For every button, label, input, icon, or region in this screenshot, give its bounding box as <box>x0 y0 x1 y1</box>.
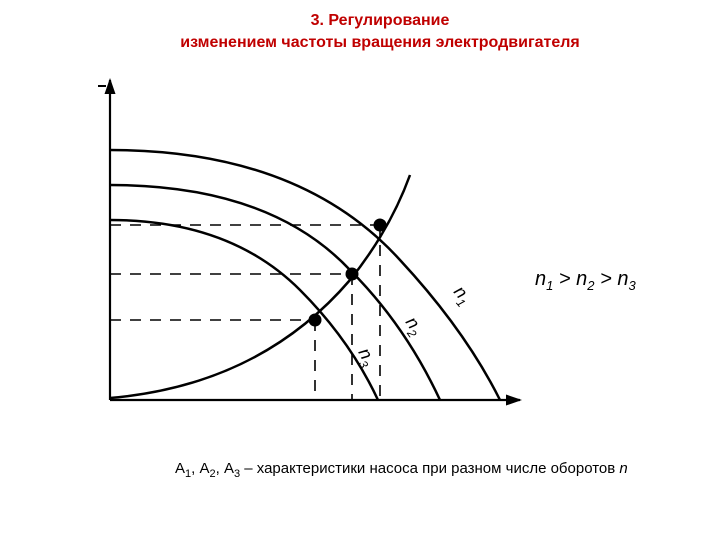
curve-label-n1: n1 <box>447 282 476 310</box>
pump-diagram: n1n2n3 <box>70 70 540 430</box>
x-axis-arrow <box>506 395 522 406</box>
title-prefix: 3. <box>311 12 324 29</box>
operating-point-3 <box>309 314 322 327</box>
figure-caption: А1, А2, А3 – характеристики насоса при р… <box>175 460 628 480</box>
inequality-annotation: n1 > n2 > n3 <box>535 268 636 293</box>
title-line-1: 3. Регулирование <box>130 10 630 32</box>
title-line1-rest: Регулирование <box>324 12 449 29</box>
title-line-2: изменением частоты вращения электродвига… <box>130 32 630 54</box>
operating-point-1 <box>374 219 387 232</box>
operating-point-2 <box>346 268 359 281</box>
pump-curve-n3 <box>110 220 378 400</box>
y-axis-arrow <box>105 78 116 94</box>
title-block: 3. Регулирование изменением частоты вращ… <box>130 10 630 53</box>
